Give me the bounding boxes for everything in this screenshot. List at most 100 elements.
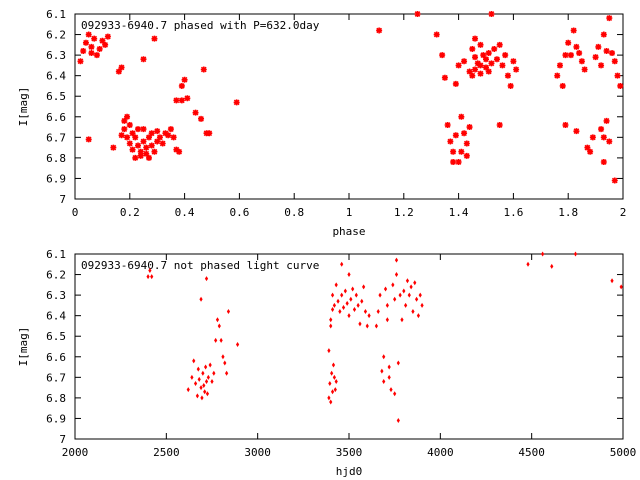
data-point (469, 72, 476, 79)
data-point (329, 399, 333, 405)
data-point (477, 41, 484, 48)
data-point (389, 387, 393, 393)
data-point (380, 368, 384, 374)
x-tick-label: 5000 (610, 446, 637, 459)
data-point (606, 138, 613, 145)
y-tick-label: 6.4 (46, 70, 66, 83)
data-point (173, 97, 180, 104)
data-point (598, 126, 605, 133)
data-point (351, 286, 355, 292)
y-axis-label: I[mag] (17, 87, 30, 127)
data-point (606, 15, 613, 22)
x-tick-label: 4500 (518, 446, 545, 459)
data-point (140, 126, 147, 133)
data-point (99, 37, 106, 44)
data-point (330, 370, 334, 376)
data-point (208, 362, 212, 368)
data-point (483, 64, 489, 71)
data-point (610, 278, 614, 284)
data-point (340, 292, 344, 298)
x-tick-label: 1.4 (449, 206, 469, 219)
data-point (332, 374, 336, 380)
y-tick-label: 7 (59, 433, 66, 446)
data-point (217, 323, 221, 329)
data-point (603, 48, 610, 54)
x-axis-label: phase (332, 225, 365, 238)
data-point (376, 27, 383, 34)
data-point (504, 72, 511, 79)
data-point (458, 148, 465, 155)
data-point (340, 261, 344, 267)
data-point (461, 58, 468, 65)
data-point (88, 50, 95, 57)
data-point (496, 122, 503, 128)
data-point (565, 39, 572, 46)
y-tick-label: 6.9 (46, 172, 66, 185)
x-tick-label: 0.8 (284, 206, 304, 219)
data-point (347, 272, 351, 278)
data-point (167, 126, 174, 133)
data-point (327, 395, 331, 401)
data-point (452, 132, 459, 139)
data-point (146, 274, 150, 280)
data-point (198, 115, 205, 122)
data-point (121, 126, 128, 133)
data-point (140, 56, 147, 63)
data-point (196, 366, 200, 372)
data-point (124, 113, 131, 120)
data-point (143, 144, 150, 151)
data-point (102, 41, 109, 48)
data-point (201, 370, 205, 376)
data-point (396, 418, 400, 423)
data-point (88, 43, 95, 50)
y-tick-label: 6.1 (46, 248, 66, 261)
data-point (156, 134, 163, 141)
data-point (352, 307, 357, 312)
data-point (393, 391, 397, 397)
data-point (466, 124, 473, 131)
data-point (480, 52, 487, 59)
data-point (329, 317, 333, 323)
data-point (145, 134, 152, 141)
data-point (148, 142, 155, 149)
data-point (212, 370, 216, 376)
data-point (496, 41, 503, 48)
data-point (400, 317, 404, 323)
data-point (135, 126, 142, 133)
data-point (135, 142, 142, 149)
data-point (178, 82, 185, 89)
data-point (330, 389, 335, 395)
data-point (439, 52, 446, 59)
data-point (190, 374, 194, 380)
data-point (365, 323, 369, 329)
data-point (554, 72, 561, 79)
data-point (197, 376, 201, 382)
data-point (126, 122, 133, 128)
data-point (595, 43, 602, 50)
data-point (573, 128, 580, 135)
data-point (181, 76, 188, 83)
data-point (418, 292, 422, 298)
data-point (356, 302, 360, 308)
data-point (140, 138, 147, 145)
data-point (587, 148, 594, 155)
data-point (570, 27, 577, 34)
data-point (433, 31, 440, 38)
data-point (233, 99, 240, 106)
data-point (214, 337, 218, 343)
data-point (444, 122, 451, 128)
x-tick-label: 1.8 (558, 206, 578, 219)
data-point (550, 263, 554, 269)
x-tick-label: 1 (346, 206, 353, 219)
data-point (567, 52, 574, 59)
data-point (173, 146, 180, 153)
data-point (526, 261, 530, 267)
data-point (145, 154, 152, 161)
data-point (204, 378, 209, 384)
data-point (328, 381, 332, 386)
data-point (347, 313, 351, 319)
x-tick-label: 0.6 (229, 206, 249, 219)
data-point (219, 337, 223, 343)
data-point (416, 313, 421, 319)
